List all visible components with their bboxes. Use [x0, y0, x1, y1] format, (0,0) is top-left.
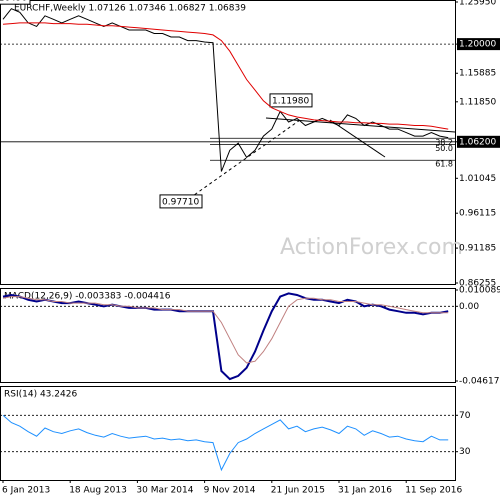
watermark: ActionForex.com — [280, 235, 463, 260]
y-tick-label: 0.010089 — [459, 286, 500, 296]
y-tick-label: 0.86255 — [459, 279, 496, 289]
annotation-box — [269, 93, 313, 108]
y-tick-label: 70 — [459, 411, 471, 421]
x-tick-label: 30 Mar 2014 — [136, 486, 193, 496]
series-line — [2, 22, 449, 130]
y-tick-label: 1.06200 — [459, 137, 496, 147]
fib-label: 61.8 — [435, 160, 453, 169]
y-tick-label: 1.01045 — [459, 174, 496, 184]
x-tick-label: 21 Jun 2015 — [271, 486, 325, 496]
y-tick-label: 1.20000 — [459, 40, 496, 50]
tick-box — [457, 135, 500, 148]
x-tick-label: 18 Aug 2013 — [69, 486, 127, 496]
annotation-box — [159, 194, 203, 209]
series-line — [2, 414, 449, 472]
tick-box — [457, 38, 500, 51]
x-tick-label: 9 Nov 2014 — [204, 486, 256, 496]
y-tick-label: 1.25950 — [459, 0, 496, 8]
trendline — [265, 117, 456, 133]
annotation-box — [0, 0, 31, 5]
series-line — [2, 8, 449, 172]
macd-panel — [0, 288, 456, 383]
annotation-label: 1.26490 — [0, 0, 27, 4]
chart-title: EURCHF,Weekly 1.07126 1.07346 1.06827 1.… — [14, 4, 246, 14]
fib-label: 38.2 — [435, 138, 453, 147]
x-tick-label: 11 Sep 2016 — [405, 486, 462, 496]
x-tick-label: 31 Jan 2016 — [338, 486, 392, 496]
trendline — [179, 119, 301, 206]
annotation-label: 0.97710 — [162, 197, 199, 207]
y-tick-label: -0.046173 — [459, 377, 500, 387]
series-line — [2, 296, 449, 364]
macd-title: MACD(12,26,9) -0.003383 -0.004416 — [4, 292, 171, 302]
y-tick-label: 1.11850 — [459, 97, 496, 107]
y-tick-label: 1.15885 — [459, 69, 496, 79]
fib-label: 50.0 — [435, 144, 453, 153]
price-panel — [0, 0, 456, 285]
y-tick-label: 0.96115 — [459, 209, 496, 219]
y-tick-label: 0.91185 — [459, 244, 496, 254]
annotation-label: 1.11980 — [272, 96, 309, 106]
y-tick-label: 30 — [459, 447, 471, 457]
x-tick-label: 6 Jan 2013 — [2, 486, 50, 496]
rsi-title: RSI(14) 43.2426 — [4, 390, 77, 400]
y-tick-label: 0.00 — [459, 302, 479, 312]
rsi-panel — [0, 386, 456, 481]
